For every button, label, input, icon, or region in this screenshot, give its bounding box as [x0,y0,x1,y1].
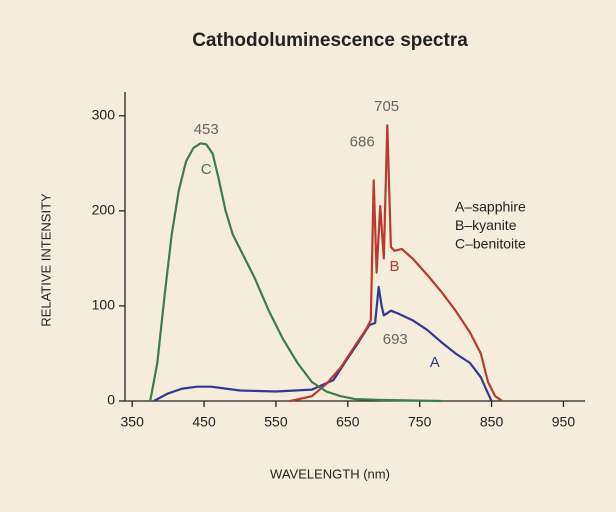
x-tick-label: 950 [552,414,576,430]
x-tick-label: 650 [336,414,360,430]
y-tick-label: 0 [107,392,115,408]
annotation: 453 [194,121,219,138]
x-tick-label: 350 [121,414,145,430]
annotation: B [390,258,400,275]
x-tick-label: 450 [192,414,216,430]
spectrum-line [149,142,442,403]
x-axis-label: WAVELENGTH (nm) [270,466,390,481]
x-tick-label: 850 [480,414,504,430]
annotation: 686 [350,133,375,150]
spectrum-line [290,124,503,403]
chart-title: Cathodoluminescence spectra [192,30,468,51]
x-tick-label: 750 [408,414,432,430]
annotation: C [201,161,212,178]
annotation: A [430,354,440,371]
annotation: 705 [374,98,399,115]
y-tick-label: 200 [92,202,116,218]
spectrum-line [153,285,493,402]
y-tick-label: 300 [92,106,116,122]
y-axis-label: RELATIVE INTENSITY [38,193,53,327]
legend-entry: C–benitoite [455,236,526,252]
x-tick-label: 550 [264,414,288,430]
annotation: 693 [383,331,408,348]
legend-entry: B–kyanite [455,217,517,233]
y-tick-label: 100 [92,297,116,313]
legend-entry: A–sapphire [455,199,526,215]
